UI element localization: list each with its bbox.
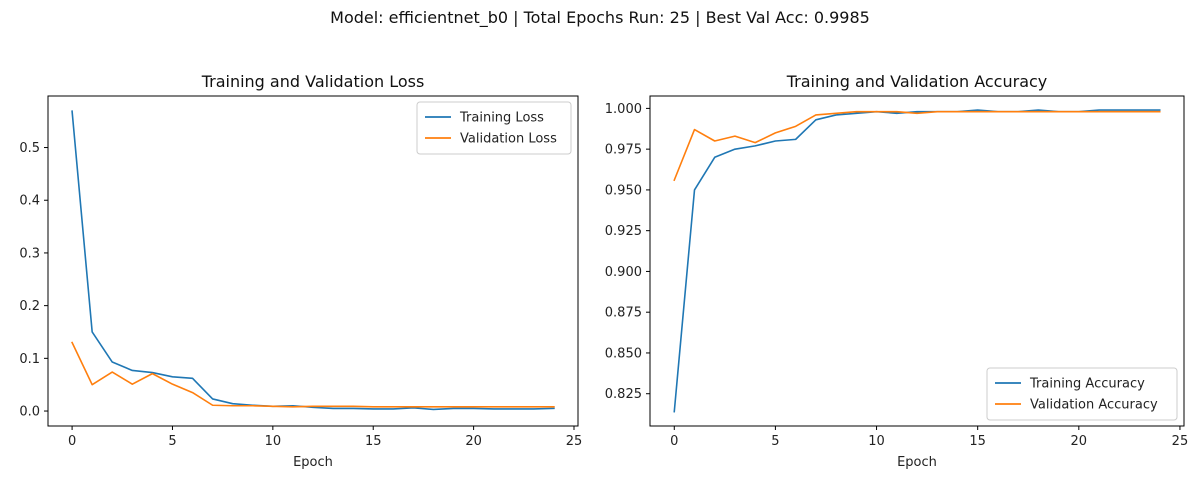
- accuracy-chart-title: Training and Validation Accuracy: [786, 72, 1048, 91]
- accuracy-y-tick-label: 0.875: [605, 306, 642, 321]
- accuracy-y-tick-label: 1.000: [605, 102, 642, 117]
- loss-x-tick-label: 5: [168, 434, 176, 449]
- loss-x-tick-label: 20: [465, 434, 482, 449]
- loss-series-line-training: [71, 110, 555, 411]
- loss-legend-box: [416, 101, 572, 155]
- loss-x-tick-label: 25: [566, 434, 583, 449]
- loss-y-tick-label: 0.4: [19, 194, 40, 209]
- loss-legend-label-validation: Validation Loss: [460, 132, 557, 147]
- loss-chart: Training and Validation Loss 0 5 10 15 20 25 0.…: [19, 72, 582, 470]
- loss-x-axis-label: Epoch: [293, 455, 333, 470]
- accuracy-x-axis-label: Epoch: [897, 455, 937, 470]
- accuracy-legend-label-training: Training Accuracy: [1029, 377, 1145, 392]
- accuracy-legend: Training Accuracy Validation Accuracy: [986, 367, 1178, 421]
- accuracy-x-tick-label: 0: [670, 434, 678, 449]
- accuracy-y-tick-label: 0.900: [605, 265, 642, 280]
- accuracy-series-line-validation: [673, 110, 1161, 182]
- accuracy-y-tick-label: 0.950: [605, 183, 642, 198]
- loss-y-tick-label: 0.1: [19, 352, 40, 367]
- accuracy-x-tick-label: 5: [771, 434, 779, 449]
- loss-axes-frame: [47, 95, 579, 427]
- accuracy-x-tick-label: 25: [1172, 434, 1189, 449]
- figure-suptitle: Model: efficientnet_b0 | Total Epochs Ru…: [330, 8, 870, 28]
- loss-y-tick-label: 0.3: [19, 246, 40, 261]
- loss-y-tick-label: 0.2: [19, 299, 40, 314]
- loss-legend-label-training: Training Loss: [459, 111, 544, 126]
- loss-x-tick-label: 15: [365, 434, 382, 449]
- accuracy-axes-frame: [649, 95, 1185, 427]
- loss-x-tick-label: 10: [265, 434, 282, 449]
- accuracy-x-tick-label: 10: [868, 434, 885, 449]
- accuracy-y-tick-label: 0.925: [605, 224, 642, 239]
- accuracy-chart: Training and Validation Accuracy 0 5 10 15 20…: [605, 72, 1188, 470]
- loss-series-line-validation: [71, 341, 555, 408]
- loss-y-tick-label: 0.5: [19, 141, 40, 156]
- loss-x-tick-label: 0: [68, 434, 76, 449]
- accuracy-y-tick-label: 0.825: [605, 387, 642, 402]
- accuracy-x-tick-label: 15: [969, 434, 986, 449]
- accuracy-y-tick-label: 0.975: [605, 143, 642, 158]
- loss-chart-title: Training and Validation Loss: [201, 72, 425, 91]
- accuracy-legend-box: [986, 367, 1178, 421]
- loss-legend: Training Loss Validation Loss: [416, 101, 572, 155]
- loss-y-tick-label: 0.0: [19, 405, 40, 420]
- accuracy-legend-label-validation: Validation Accuracy: [1030, 398, 1158, 413]
- accuracy-y-tick-label: 0.850: [605, 346, 642, 361]
- accuracy-x-tick-label: 20: [1071, 434, 1088, 449]
